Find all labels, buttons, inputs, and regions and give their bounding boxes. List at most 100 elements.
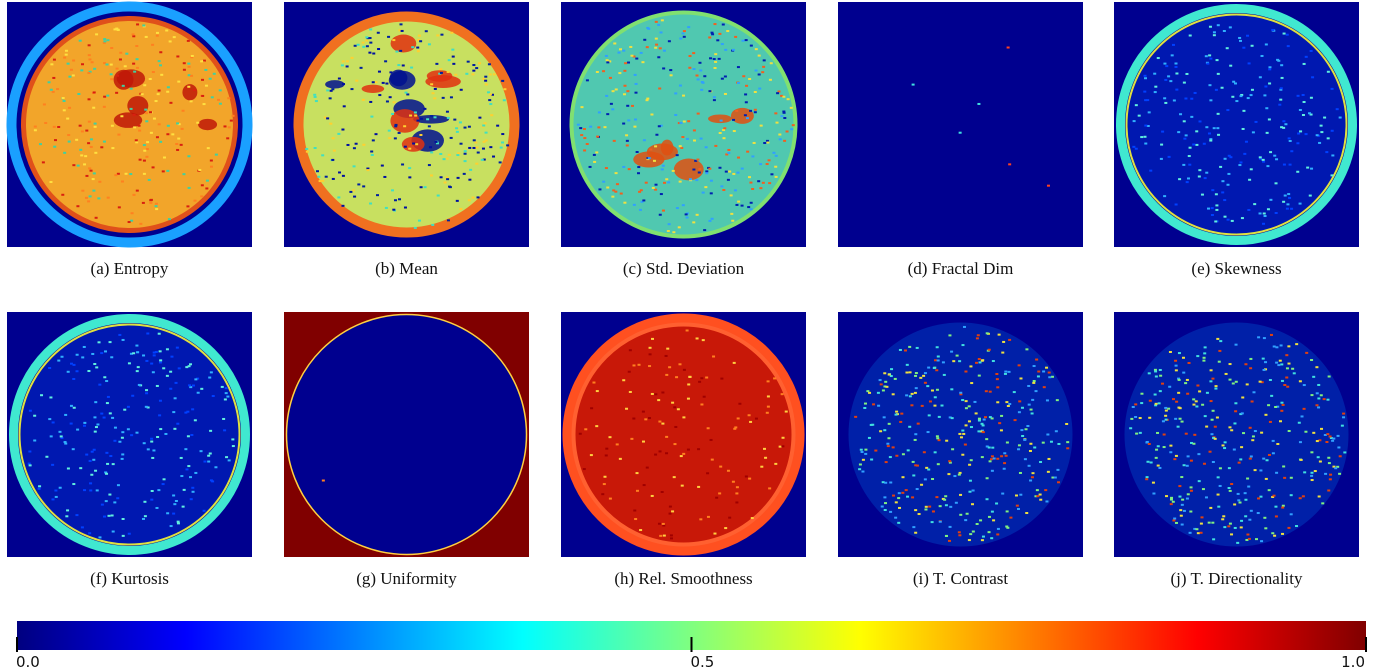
- image-speckle: [1327, 456, 1331, 459]
- image-speckle: [1035, 489, 1039, 492]
- image-speckle: [54, 489, 58, 492]
- image-speckle: [1027, 384, 1031, 387]
- image-speckle: [641, 61, 645, 64]
- image-speckle: [179, 143, 183, 146]
- image-speckle: [453, 118, 457, 121]
- image-speckle: [679, 37, 683, 40]
- image-speckle: [44, 121, 48, 124]
- image-blob: [388, 70, 416, 90]
- image-speckle: [935, 435, 939, 438]
- image-speckle: [132, 193, 136, 196]
- image-speckle: [1219, 340, 1223, 343]
- image-speckle: [1262, 212, 1266, 215]
- image-speckle: [1234, 402, 1238, 405]
- image-speckle: [63, 151, 67, 154]
- image-speckle: [783, 139, 787, 142]
- image-speckle: [720, 377, 724, 380]
- image-speckle: [914, 372, 918, 375]
- image-speckle: [1189, 486, 1193, 489]
- image-speckle: [1240, 93, 1244, 96]
- image-speckle: [1213, 437, 1217, 440]
- image-speckle: [484, 131, 488, 134]
- image-speckle: [1029, 479, 1033, 482]
- image-speckle: [668, 366, 672, 369]
- image-speckle: [700, 377, 704, 380]
- image-speckle: [1280, 64, 1284, 67]
- image-speckle: [766, 405, 770, 408]
- image-speckle: [104, 500, 108, 503]
- image-speckle: [87, 120, 91, 123]
- image-speckle: [924, 505, 928, 508]
- image-speckle: [1054, 430, 1058, 433]
- image-speckle: [913, 391, 917, 394]
- image-speckle: [463, 152, 467, 155]
- image-speckle: [1182, 371, 1186, 374]
- image-speckle: [169, 525, 173, 528]
- image-speckle: [622, 165, 626, 168]
- image-speckle: [905, 363, 909, 366]
- image-speckle: [604, 167, 608, 170]
- image-speckle: [108, 341, 112, 344]
- image-speckle: [90, 450, 94, 453]
- image-speckle: [1144, 124, 1148, 127]
- image-speckle: [33, 414, 37, 417]
- image-speckle: [1210, 207, 1214, 210]
- image-speckle: [1283, 476, 1287, 479]
- image-speckle: [728, 170, 732, 173]
- image-speckle: [957, 531, 961, 534]
- image-speckle: [113, 439, 117, 442]
- image-speckle: [746, 150, 750, 153]
- image-speckle: [1258, 156, 1262, 159]
- image-speckle: [1300, 415, 1304, 418]
- image-speckle: [708, 36, 712, 39]
- image-speckle: [1282, 126, 1286, 129]
- image-speckle: [172, 494, 176, 497]
- image-speckle: [1138, 417, 1142, 420]
- image-speckle: [648, 353, 652, 356]
- image-speckle: [87, 98, 91, 101]
- image-speckle: [362, 143, 366, 146]
- image-speckle: [752, 141, 756, 144]
- image-speckle: [1298, 108, 1302, 111]
- image-speckle: [748, 77, 752, 80]
- image-speckle: [937, 415, 941, 418]
- image-speckle: [1030, 476, 1034, 479]
- image-speckle: [1255, 538, 1259, 541]
- image-speckle: [977, 102, 981, 105]
- image-speckle: [355, 79, 359, 82]
- image-speckle: [80, 526, 84, 529]
- image-speckle: [959, 513, 963, 516]
- image-speckle: [749, 208, 753, 211]
- image-speckle: [155, 506, 159, 509]
- image-speckle: [1164, 418, 1168, 421]
- image-speckle: [1193, 433, 1197, 436]
- image-speckle: [37, 487, 41, 490]
- image-speckle: [666, 347, 670, 350]
- image-speckle: [718, 132, 722, 135]
- image-speckle: [1260, 540, 1264, 543]
- image-speckle: [1018, 471, 1022, 474]
- image-speckle: [1209, 138, 1213, 141]
- image-speckle: [901, 491, 905, 494]
- image-speckle: [1206, 62, 1210, 65]
- image-speckle: [895, 454, 899, 457]
- image-speckle: [767, 159, 771, 162]
- image-speckle: [1138, 431, 1142, 434]
- image-speckle: [1228, 489, 1232, 492]
- image-speckle: [119, 51, 123, 54]
- image-speckle: [474, 141, 478, 144]
- image-speckle: [1208, 84, 1212, 87]
- image-speckle: [313, 146, 317, 149]
- image-speckle: [644, 181, 648, 184]
- image-speckle: [936, 437, 940, 440]
- image-speckle: [1249, 168, 1253, 171]
- image-speckle: [171, 133, 175, 136]
- image-speckle: [757, 54, 761, 57]
- image-speckle: [385, 100, 389, 103]
- image-speckle: [1180, 420, 1184, 423]
- image-speckle: [1330, 174, 1334, 177]
- image-speckle: [1194, 400, 1198, 403]
- image-speckle: [182, 488, 186, 491]
- image-speckle: [110, 356, 114, 359]
- image-speckle: [436, 194, 440, 197]
